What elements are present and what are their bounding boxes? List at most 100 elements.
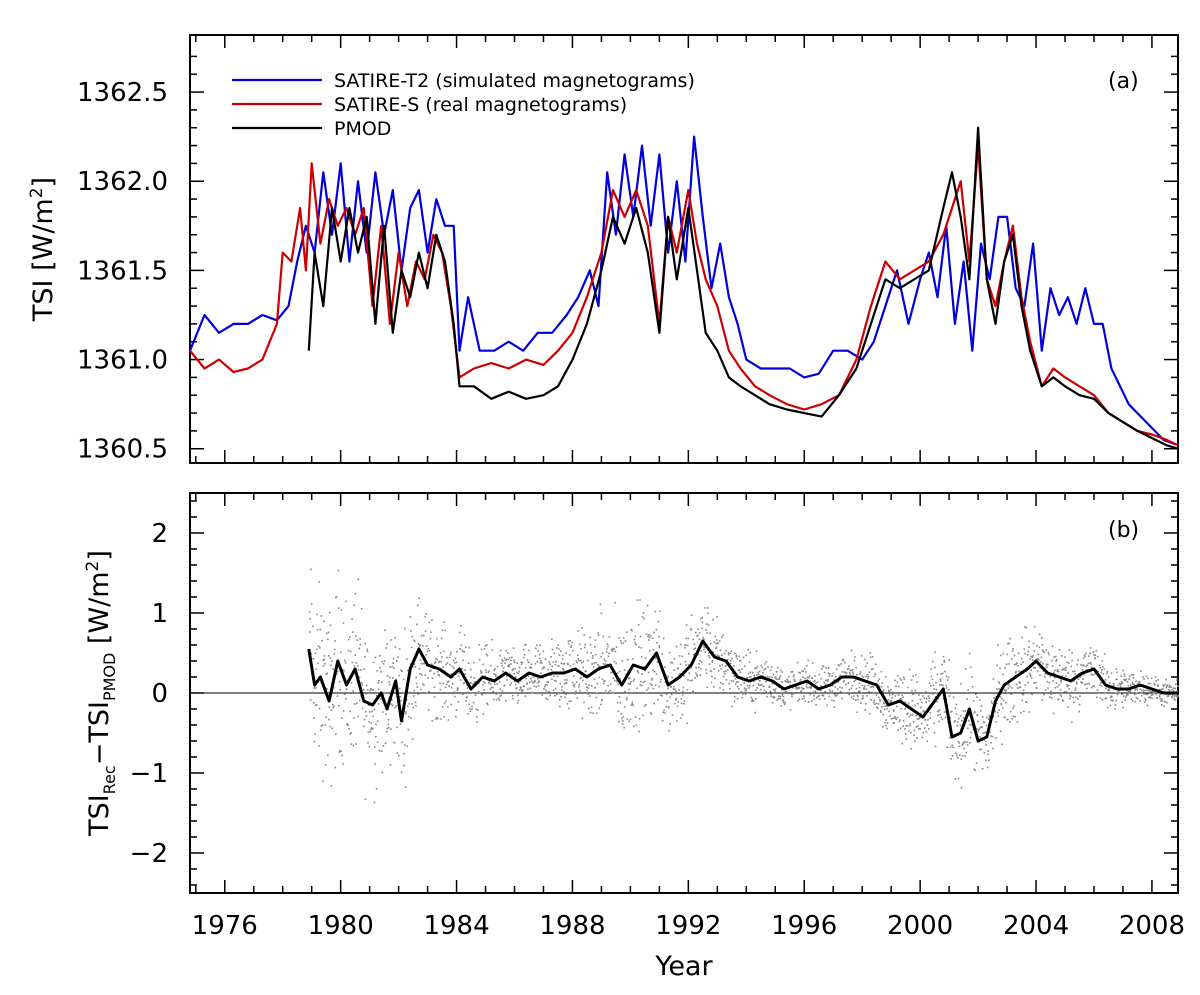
scatter-point bbox=[1142, 691, 1145, 693]
scatter-point bbox=[672, 688, 675, 690]
scatter-point bbox=[1125, 696, 1127, 698]
scatter-point bbox=[702, 636, 704, 639]
scatter-point bbox=[1048, 653, 1050, 656]
scatter-point bbox=[1065, 691, 1068, 693]
scatter-point bbox=[702, 645, 705, 647]
scatter-point bbox=[1024, 684, 1027, 686]
scatter-point bbox=[634, 641, 636, 644]
scatter-point bbox=[1029, 658, 1032, 660]
scatter-point bbox=[1043, 676, 1046, 678]
scatter-point bbox=[834, 676, 837, 678]
scatter-point bbox=[540, 672, 542, 674]
scatter-point bbox=[878, 678, 881, 680]
scatter-point bbox=[547, 681, 549, 683]
scatter-point bbox=[369, 689, 371, 692]
scatter-point bbox=[879, 700, 881, 702]
scatter-point bbox=[309, 617, 312, 620]
scatter-point bbox=[353, 604, 355, 607]
scatter-point bbox=[443, 702, 446, 705]
scatter-point bbox=[935, 688, 938, 691]
scatter-point bbox=[865, 703, 867, 705]
scatter-point bbox=[351, 618, 353, 620]
scatter-point bbox=[726, 669, 729, 671]
scatter-point bbox=[1171, 695, 1174, 698]
scatter-point bbox=[745, 688, 748, 690]
scatter-point bbox=[937, 697, 940, 700]
scatter-point bbox=[1077, 678, 1080, 681]
scatter-point bbox=[367, 704, 370, 706]
scatter-point bbox=[536, 661, 539, 663]
scatter-point bbox=[1066, 685, 1069, 688]
scatter-point bbox=[942, 655, 945, 658]
scatter-point bbox=[801, 698, 804, 701]
scatter-point bbox=[940, 684, 943, 686]
scatter-point bbox=[782, 695, 785, 698]
scatter-point bbox=[535, 686, 538, 688]
scatter-point bbox=[367, 731, 370, 734]
scatter-point bbox=[853, 659, 856, 662]
scatter-point bbox=[978, 699, 981, 701]
scatter-point bbox=[389, 764, 392, 766]
scatter-point bbox=[1143, 678, 1145, 680]
scatter-point bbox=[467, 713, 470, 715]
scatter-point bbox=[856, 694, 859, 697]
scatter-point bbox=[615, 662, 617, 665]
scatter-point bbox=[648, 636, 651, 639]
scatter-point bbox=[989, 731, 991, 734]
scatter-point bbox=[461, 667, 463, 670]
scatter-point bbox=[513, 673, 516, 675]
scatter-point bbox=[453, 691, 456, 693]
scatter-point bbox=[750, 676, 752, 678]
scatter-point bbox=[806, 683, 808, 685]
scatter-point bbox=[871, 685, 873, 688]
scatter-point bbox=[560, 650, 562, 652]
scatter-point bbox=[1117, 690, 1120, 693]
scatter-point bbox=[383, 691, 385, 694]
scatter-point bbox=[997, 681, 1000, 683]
scatter-point bbox=[1044, 689, 1047, 691]
scatter-point bbox=[465, 646, 467, 649]
scatter-point bbox=[667, 675, 669, 678]
scatter-point bbox=[921, 701, 923, 704]
scatter-point bbox=[560, 696, 562, 698]
scatter-point bbox=[496, 683, 498, 685]
scatter-point bbox=[365, 715, 368, 717]
scatter-point bbox=[1145, 693, 1147, 696]
scatter-point bbox=[574, 693, 577, 695]
scatter-point bbox=[1034, 667, 1037, 669]
scatter-point bbox=[520, 687, 522, 689]
scatter-point bbox=[627, 670, 629, 672]
scatter-point bbox=[478, 644, 480, 646]
scatter-point bbox=[923, 711, 925, 713]
scatter-point bbox=[437, 673, 440, 676]
scatter-point bbox=[872, 692, 874, 694]
scatter-point bbox=[596, 692, 598, 695]
scatter-point bbox=[452, 692, 454, 695]
scatter-point bbox=[658, 685, 660, 688]
scatter-point bbox=[728, 682, 730, 685]
scatter-point bbox=[562, 663, 564, 665]
scatter-point bbox=[1142, 676, 1144, 678]
scatter-point bbox=[891, 691, 894, 693]
scatter-point bbox=[871, 656, 874, 658]
scatter-point bbox=[430, 663, 433, 665]
scatter-point bbox=[1009, 685, 1011, 688]
scatter-point bbox=[314, 704, 317, 707]
scatter-point bbox=[503, 684, 506, 687]
scatter-point bbox=[947, 676, 950, 679]
scatter-point bbox=[1075, 696, 1077, 699]
scatter-point bbox=[391, 665, 393, 668]
scatter-point bbox=[328, 611, 331, 614]
scatter-point bbox=[576, 661, 578, 664]
scatter-point bbox=[934, 666, 936, 669]
scatter-point bbox=[413, 695, 415, 697]
scatter-point bbox=[463, 682, 465, 684]
scatter-point bbox=[715, 642, 717, 645]
scatter-point bbox=[409, 663, 412, 666]
scatter-point bbox=[964, 668, 967, 670]
scatter-point bbox=[867, 675, 870, 678]
scatter-point bbox=[628, 688, 631, 691]
scatter-point bbox=[1118, 682, 1121, 685]
scatter-point bbox=[508, 657, 511, 659]
scatter-point bbox=[869, 652, 872, 654]
